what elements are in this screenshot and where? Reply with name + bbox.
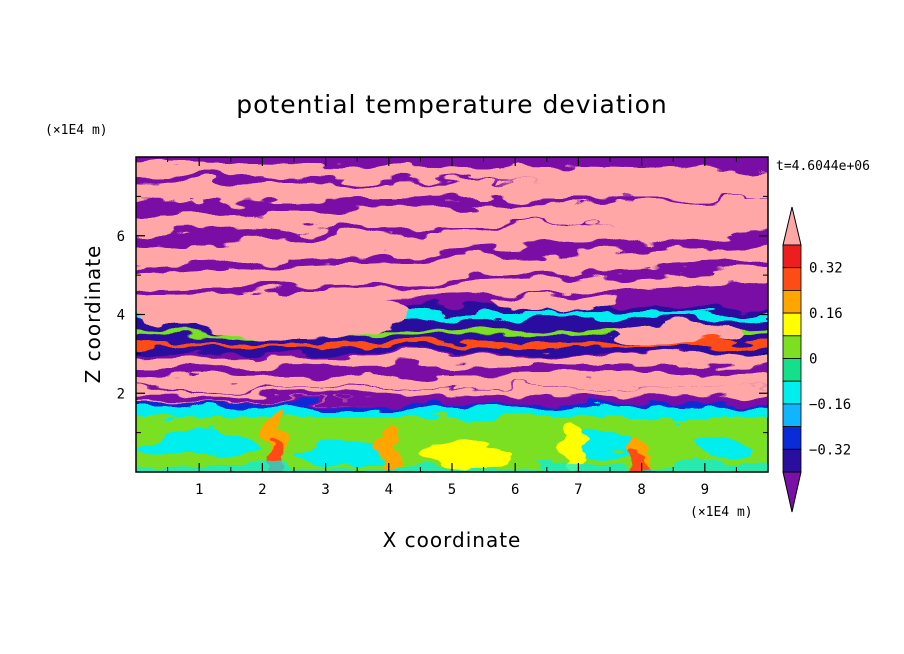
x-tick-label: 3 <box>321 482 329 498</box>
time-label: t=4.6044e+06 <box>776 159 870 174</box>
x-tick-label: 8 <box>637 482 645 498</box>
colorbar-box <box>782 312 802 337</box>
band <box>136 395 768 402</box>
warm-blob <box>136 296 214 325</box>
x-tick-label: 6 <box>511 482 519 498</box>
x-tick-label: 4 <box>385 482 393 498</box>
band <box>136 244 768 292</box>
band <box>136 403 768 409</box>
colorbar-box <box>782 426 802 450</box>
warm-plume <box>378 430 399 472</box>
x-tick-label: 2 <box>258 482 266 498</box>
colorbar-top-arrow <box>782 206 802 246</box>
colorbar-label: 0 <box>809 352 817 368</box>
warm-plume <box>562 422 583 472</box>
x-unit-label: (×1E4 m) <box>690 505 753 520</box>
band <box>136 354 768 368</box>
cool-cell <box>144 432 255 457</box>
colorbar-label: 0.32 <box>809 261 843 277</box>
warm-blob <box>609 324 750 345</box>
colorbar-box <box>782 289 802 314</box>
mid-layer <box>136 342 768 348</box>
cool-cell <box>693 438 754 459</box>
chart-title: potential temperature deviation <box>236 90 667 119</box>
colorbar-box <box>782 380 802 405</box>
y-axis: 2 4 6 <box>117 195 768 434</box>
colorbar-box <box>782 244 802 269</box>
colorbar-label: 0.16 <box>809 306 843 322</box>
warm-plume <box>628 450 649 472</box>
x-axis: 1 2 3 4 5 6 7 8 9 <box>167 157 737 498</box>
cool-cell <box>570 432 650 457</box>
band <box>136 161 768 187</box>
x-axis-label: X coordinate <box>383 528 522 552</box>
warm-blob <box>493 294 614 311</box>
colorbar: 0.32 0.16 0 −0.16 −0.32 <box>782 206 851 513</box>
y-axis-label: Z coordinate <box>81 245 105 384</box>
colorbar-box <box>782 335 802 359</box>
colorbar-box <box>782 448 802 473</box>
colorbar-label: −0.32 <box>809 442 851 458</box>
y-tick-label: 6 <box>117 229 125 245</box>
colorbar-box <box>782 358 802 382</box>
colorbar-box <box>782 267 802 291</box>
contour-field <box>136 157 768 472</box>
mid-layer <box>136 330 768 336</box>
y-tick-label: 4 <box>117 308 125 324</box>
y-unit-label: (×1E4 m) <box>45 123 108 138</box>
x-tick-label: 1 <box>195 482 203 498</box>
colorbar-label: −0.16 <box>809 397 851 413</box>
boundary-layer <box>136 407 768 418</box>
warm-blob <box>190 292 411 337</box>
colorbar-box <box>782 403 802 427</box>
band <box>136 197 768 236</box>
warm-plume <box>265 438 286 472</box>
band <box>136 180 768 201</box>
band <box>136 213 768 269</box>
warm-cell <box>419 446 510 467</box>
cool-cell <box>294 442 395 463</box>
y-tick-label: 2 <box>117 386 125 402</box>
x-tick-label: 7 <box>574 482 582 498</box>
mid-layer <box>136 312 768 319</box>
band <box>136 373 768 390</box>
x-tick-label: 5 <box>448 482 456 498</box>
x-tick-label: 9 <box>701 482 709 498</box>
colorbar-bottom-arrow <box>782 471 802 513</box>
